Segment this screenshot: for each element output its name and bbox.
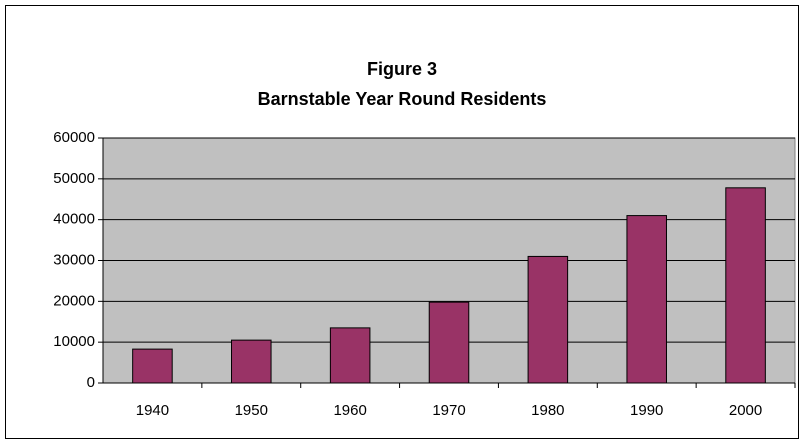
x-tick-label: 1990 — [630, 402, 663, 419]
y-tick-label: 60000 — [53, 129, 95, 146]
x-tick-label: 1980 — [531, 402, 564, 419]
bar — [329, 327, 371, 384]
bar — [725, 187, 766, 384]
bar — [428, 301, 470, 384]
y-tick-label: 50000 — [53, 170, 95, 187]
y-tick-label: 10000 — [53, 333, 95, 350]
x-tick-label: 2000 — [729, 402, 762, 419]
x-tick-label: 1950 — [235, 402, 268, 419]
chart-subtitle: Barnstable Year Round Residents — [258, 89, 547, 109]
bar — [626, 215, 667, 384]
y-tick-label: 0 — [87, 374, 95, 391]
bar — [527, 255, 569, 384]
y-tick-label: 20000 — [53, 292, 95, 309]
bar — [231, 339, 272, 384]
x-tick-label: 1970 — [432, 402, 465, 419]
y-tick-label: 30000 — [53, 251, 95, 268]
x-tick-label: 1960 — [333, 402, 366, 419]
bar — [132, 348, 173, 384]
chart-title: Figure 3 — [367, 59, 437, 79]
x-tick-label: 1940 — [136, 402, 169, 419]
y-tick-label: 40000 — [53, 211, 95, 228]
